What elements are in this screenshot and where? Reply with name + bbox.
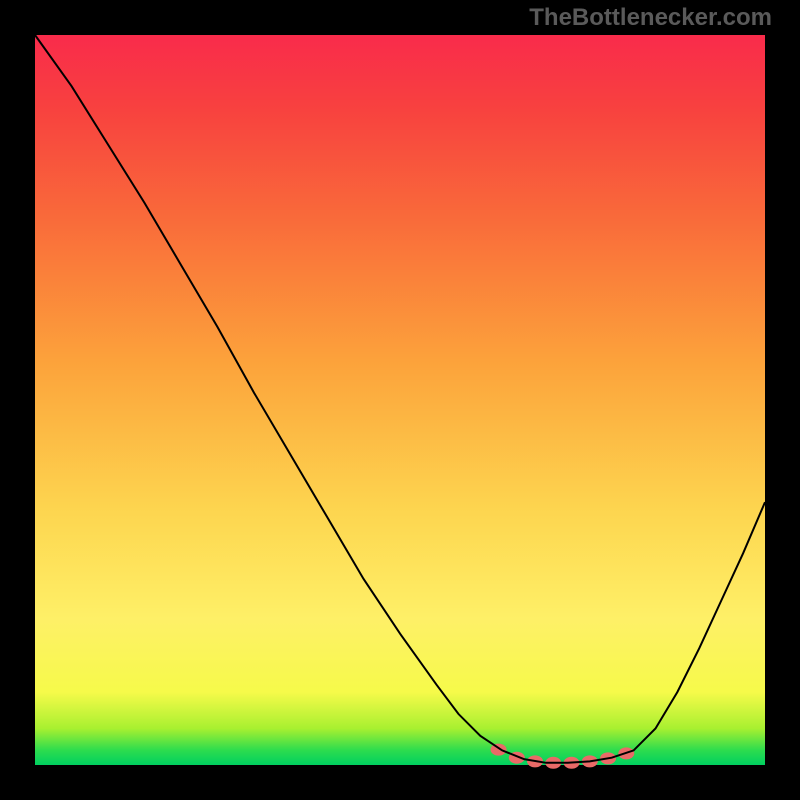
marker-dot [491, 744, 507, 756]
chart-svg [0, 0, 800, 800]
bottleneck-chart: TheBottlenecker.com [0, 0, 800, 800]
watermark-label: TheBottlenecker.com [529, 4, 772, 32]
plot-background [35, 35, 765, 765]
